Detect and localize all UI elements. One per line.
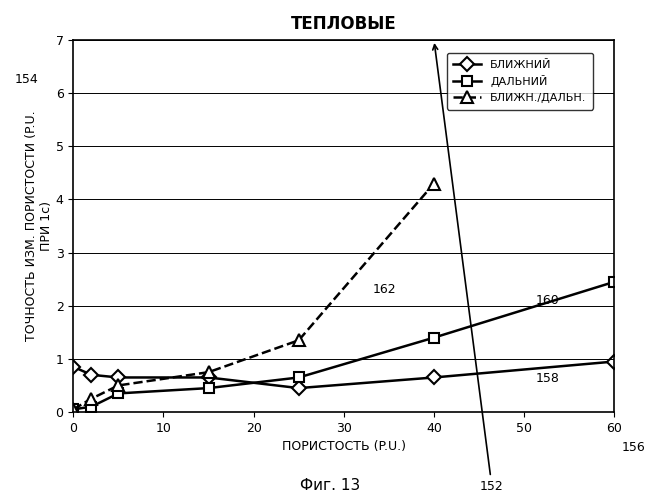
Text: 152: 152 xyxy=(433,44,504,493)
БЛИЖНИЙ xyxy=(295,385,303,391)
Text: 158: 158 xyxy=(535,372,559,384)
БЛИЖНИЙ xyxy=(69,364,77,370)
Title: ТЕПЛОВЫЕ: ТЕПЛОВЫЕ xyxy=(291,15,397,33)
БЛИЖНИЙ xyxy=(87,372,95,378)
БЛИЖН./ДАЛЬН. xyxy=(205,369,213,375)
ДАЛЬНИЙ xyxy=(610,279,618,285)
БЛИЖНИЙ xyxy=(205,374,213,380)
БЛИЖН./ДАЛЬН. xyxy=(87,396,95,402)
БЛИЖН./ДАЛЬН. xyxy=(69,406,77,412)
ДАЛЬНИЙ xyxy=(114,390,122,396)
Text: 160: 160 xyxy=(535,294,559,307)
ДАЛЬНИЙ xyxy=(205,385,213,391)
Line: БЛИЖНИЙ: БЛИЖНИЙ xyxy=(69,356,619,393)
ДАЛЬНИЙ xyxy=(430,334,438,340)
Text: 162: 162 xyxy=(373,283,397,296)
Line: БЛИЖН./ДАЛЬН.: БЛИЖН./ДАЛЬН. xyxy=(68,178,440,415)
БЛИЖН./ДАЛЬН. xyxy=(114,382,122,388)
ДАЛЬНИЙ xyxy=(69,406,77,412)
Legend: БЛИЖНИЙ, ДАЛЬНИЙ, БЛИЖН./ДАЛЬН.: БЛИЖНИЙ, ДАЛЬНИЙ, БЛИЖН./ДАЛЬН. xyxy=(447,53,593,110)
Text: 154: 154 xyxy=(15,72,39,86)
Y-axis label: ТОЧНОСТЬ ИЗМ. ПОРИСТОСТИ (P.U.
ПРИ 1с): ТОЧНОСТЬ ИЗМ. ПОРИСТОСТИ (P.U. ПРИ 1с) xyxy=(25,110,53,342)
Line: ДАЛЬНИЙ: ДАЛЬНИЙ xyxy=(69,277,619,414)
X-axis label: ПОРИСТОСТЬ (P.U.): ПОРИСТОСТЬ (P.U.) xyxy=(282,440,406,454)
БЛИЖНИЙ xyxy=(610,358,618,364)
Text: Фиг. 13: Фиг. 13 xyxy=(300,478,360,493)
БЛИЖНИЙ xyxy=(114,374,122,380)
БЛИЖН./ДАЛЬН. xyxy=(430,180,438,186)
БЛИЖНИЙ xyxy=(430,374,438,380)
ДАЛЬНИЙ xyxy=(87,404,95,409)
БЛИЖН./ДАЛЬН. xyxy=(295,338,303,344)
ДАЛЬНИЙ xyxy=(295,374,303,380)
Text: 156: 156 xyxy=(621,441,645,454)
